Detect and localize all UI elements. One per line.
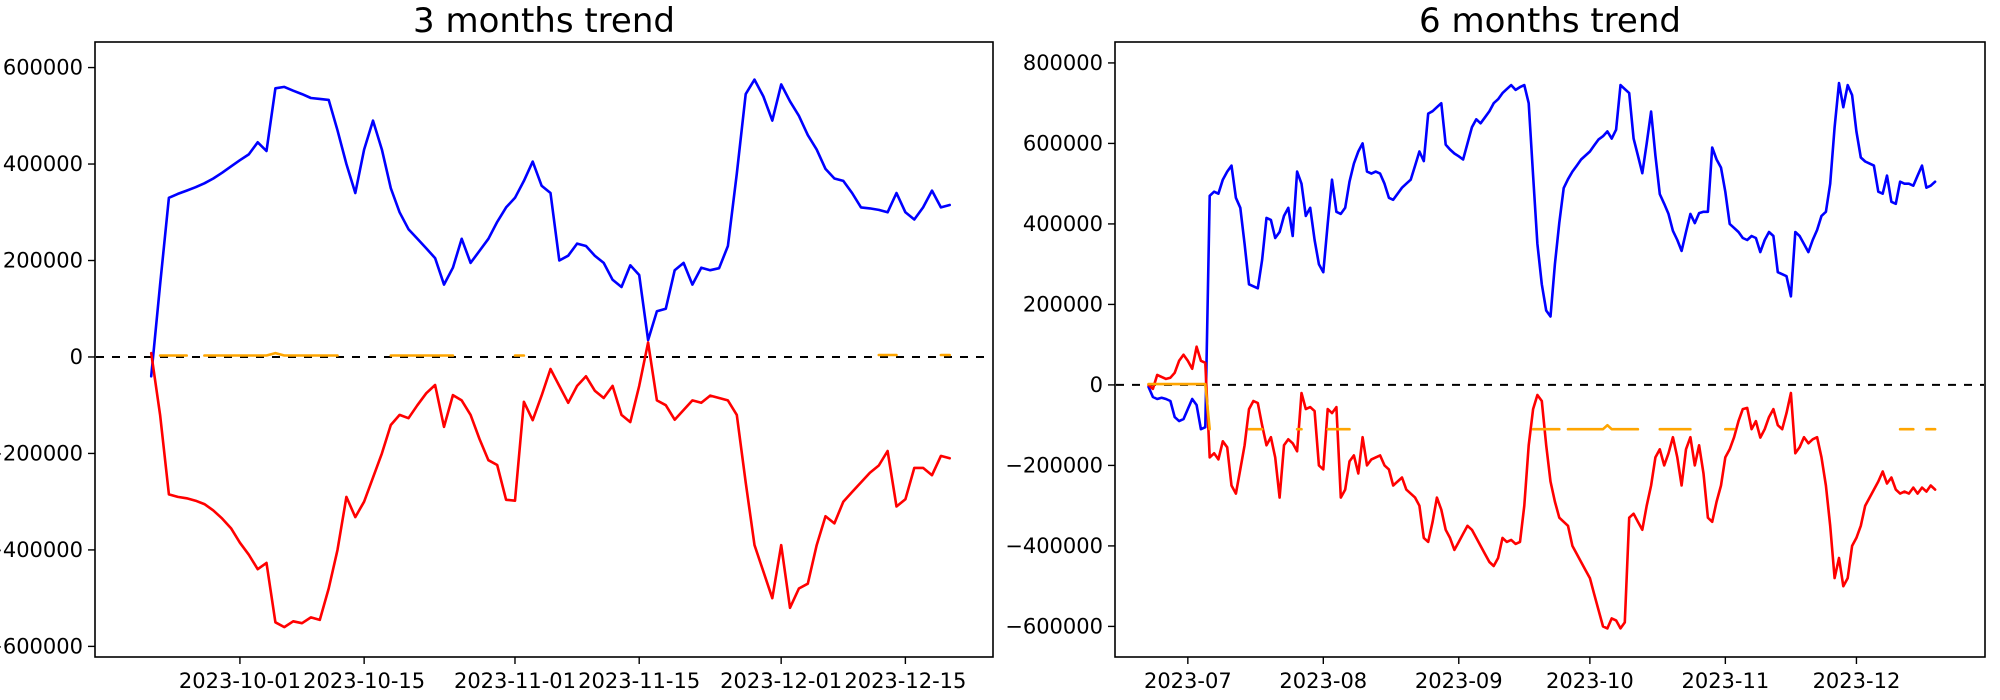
x-tick-label: 2023-08: [1279, 669, 1367, 693]
red-series-line: [1147, 345, 1937, 630]
orange-series-line: [158, 351, 951, 357]
x-tick-label: 2023-07: [1144, 669, 1232, 693]
y-tick-label: 600000: [3, 56, 83, 80]
chart-6m: 2023-07 2023-08 2023-09 2023-10 2023-11 2023-…: [1005, 41, 1986, 693]
y-tick-label: −600000: [1005, 614, 1103, 638]
x-tick-label: 2023-11: [1681, 669, 1769, 693]
y-tick-label: 0: [70, 345, 83, 369]
chart-title-6m: 6 months trend: [1419, 1, 1681, 41]
orange-series-line: [1147, 382, 1937, 431]
x-tick-label: 2023-12: [1813, 669, 1901, 693]
chart-3m: 2023-10-01 2023-10-15 2023-11-01 2023-11-15…: [0, 41, 994, 693]
y-tick-label: 0: [1090, 373, 1103, 397]
plot-border: [94, 41, 994, 658]
y-tick-label: 200000: [3, 249, 83, 273]
y-tick-label: −400000: [0, 538, 83, 562]
x-tick-label: 2023-11-15: [578, 669, 700, 693]
y-tick-label: 600000: [1023, 131, 1103, 155]
blue-series-line: [149, 78, 951, 378]
blue-series-line: [1147, 81, 1937, 431]
y-tick-label: −200000: [1005, 453, 1103, 477]
y-tick-label: 800000: [1023, 51, 1103, 75]
plot-border: [1114, 41, 1986, 658]
y-tick-label: −400000: [1005, 534, 1103, 558]
x-tick-label: 2023-10: [1546, 669, 1634, 693]
x-tick-label: 2023-10-15: [303, 669, 425, 693]
y-tick-label: 200000: [1023, 292, 1103, 316]
y-tick-label: 400000: [1023, 212, 1103, 236]
x-tick-label: 2023-12-01: [720, 669, 842, 693]
y-tick-label: −600000: [0, 634, 83, 658]
x-tick-label: 2023-10-01: [179, 669, 301, 693]
x-tick-label: 2023-12-15: [844, 669, 966, 693]
red-series-line: [149, 341, 951, 629]
chart-title-3m: 3 months trend: [413, 1, 675, 41]
y-tick-label: 400000: [3, 152, 83, 176]
x-tick-label: 2023-11-01: [454, 669, 576, 693]
y-tick-label: −200000: [0, 441, 83, 465]
x-tick-label: 2023-09: [1415, 669, 1503, 693]
